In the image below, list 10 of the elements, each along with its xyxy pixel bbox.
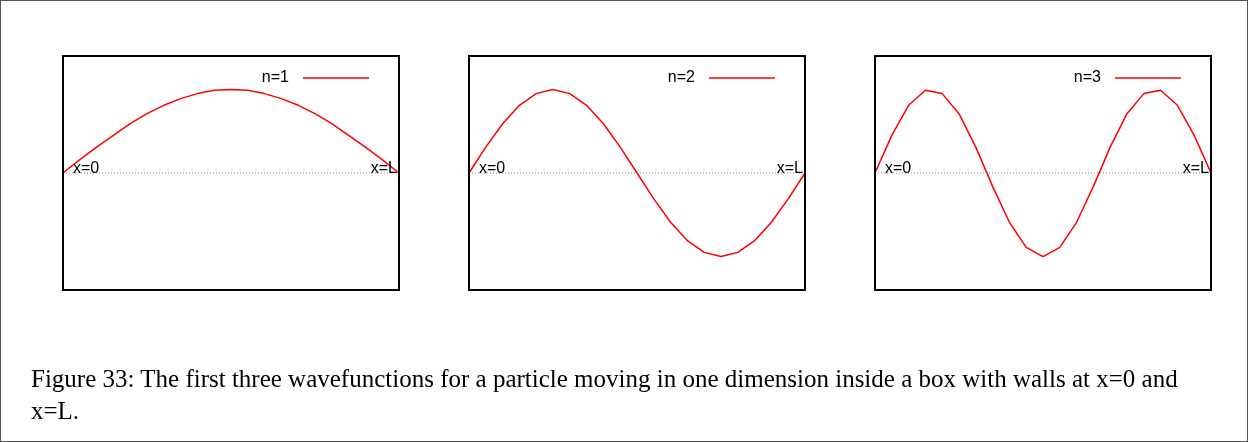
- annotation: x=0: [885, 159, 912, 177]
- annotation: x=0: [73, 159, 100, 177]
- legend-label: n=1: [261, 68, 290, 86]
- annotation: x=L: [370, 159, 398, 177]
- annotation: x=L: [776, 159, 804, 177]
- legend-label: n=3: [1073, 68, 1102, 86]
- legend-label: n=2: [667, 68, 696, 86]
- caption: Figure 33: The first three wavefunctions for a particle moving in one dimension inside a box with walls at x=0 and x=L.: [31, 364, 1179, 426]
- annotation: x=0: [479, 159, 506, 177]
- annotation: x=L: [1182, 159, 1210, 177]
